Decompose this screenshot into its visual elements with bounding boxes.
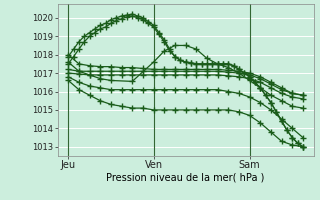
X-axis label: Pression niveau de la mer( hPa ): Pression niveau de la mer( hPa )	[107, 173, 265, 183]
